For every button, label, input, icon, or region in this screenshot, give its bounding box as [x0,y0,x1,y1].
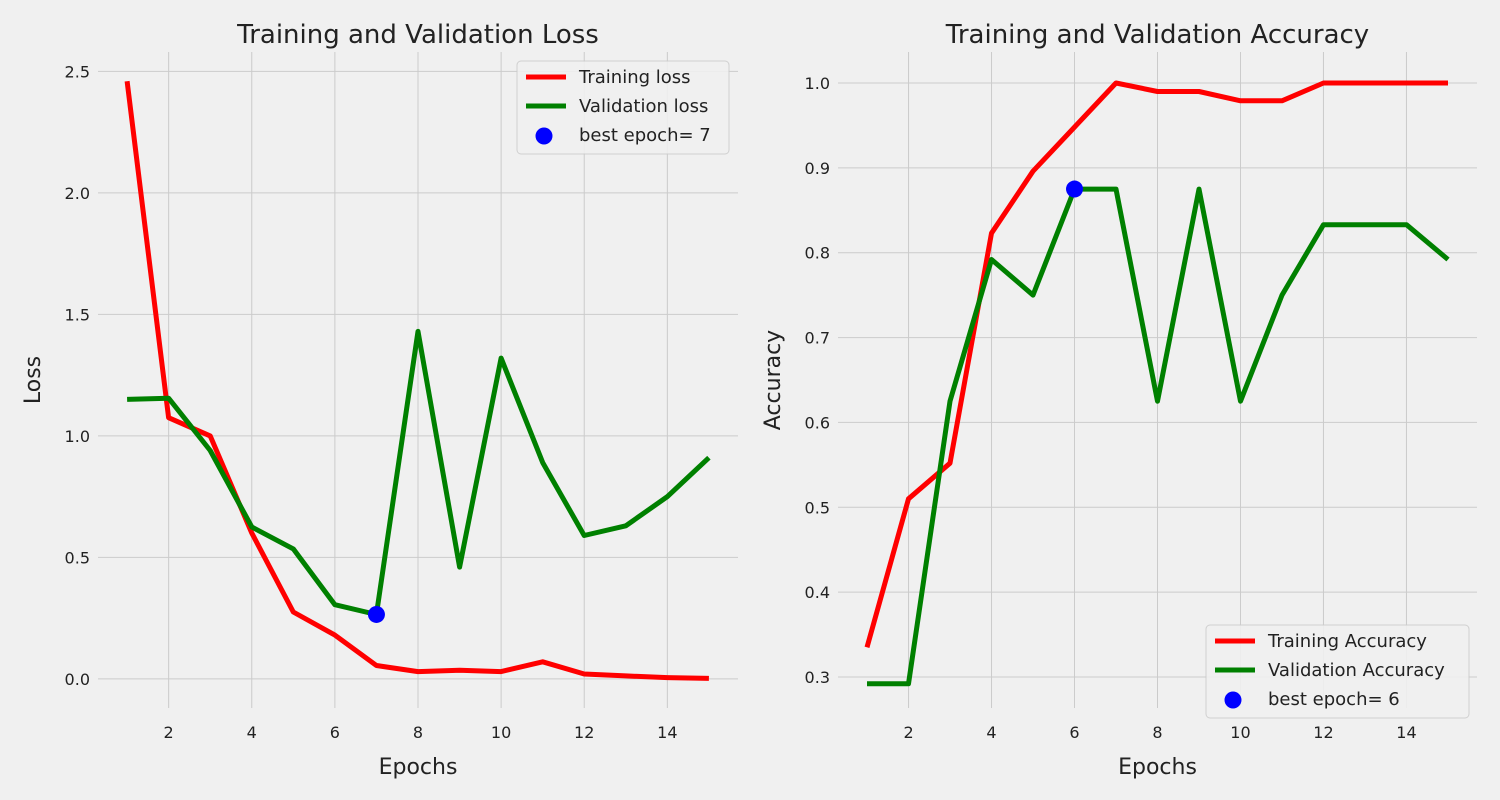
y-axis-label: Loss [21,356,46,404]
legend-best-label: best epoch= 7 [579,125,711,146]
x-axis-label: Epochs [1118,755,1197,780]
y-tick-label: 0.5 [805,498,830,517]
y-tick-label: 2.5 [65,62,90,81]
best-epoch-marker [1066,180,1084,198]
y-tick-label: 0.9 [805,159,830,178]
x-tick-label: 6 [1069,723,1079,742]
x-tick-label: 2 [903,723,913,742]
x-axis-label: Epochs [379,755,458,780]
y-tick-label: 0.6 [805,413,830,432]
y-tick-label: 0.7 [805,329,830,348]
legend-label-1: Training Accuracy [1267,631,1427,652]
x-tick-label: 2 [164,723,174,742]
chart-panel-2: 2 4 6 8 10 12 14 0.3 0.4 0.5 0.6 0.7 0.8 0.9 1.0 Traini… [761,20,1477,780]
y-tick-label: 0.8 [805,244,830,263]
x-tick-label: 12 [574,723,594,742]
legend: Training Accuracy Validation Accuracy best… [1205,624,1470,719]
legend-frame [1205,624,1470,719]
x-tick-label: 10 [1230,723,1250,742]
y-tick-label: 1.0 [805,74,830,93]
chart-title: Training and Validation Accuracy [945,20,1369,50]
legend-best-label: best epoch= 6 [1268,689,1400,710]
y-tick-label: 0.0 [65,670,90,689]
legend-label-2: Validation Accuracy [1268,660,1445,681]
x-tick-label: 4 [247,723,257,742]
y-tick-label: 1.0 [65,427,90,446]
series-line-1 [124,80,709,681]
y-tick-label: 0.5 [65,548,90,567]
x-tick-label: 8 [1152,723,1162,742]
legend-frame [516,60,730,155]
x-tick-label: 14 [657,723,677,742]
x-tick-label: 14 [1396,723,1416,742]
x-tick-label: 4 [986,723,996,742]
y-tick-label: 1.5 [65,305,90,324]
series-line-2 [867,186,1450,687]
best-epoch-marker [367,605,385,623]
legend: Training loss Validation loss best epoch= … [516,60,730,155]
y-tick-label: 0.4 [805,583,830,602]
y-axis-label: Accuracy [761,330,786,430]
series-line-1 [864,80,1448,648]
chart-title: Training and Validation Loss [236,20,599,50]
series-line-2 [127,328,711,617]
legend-best-marker [1224,691,1242,709]
x-tick-label: 12 [1313,723,1333,742]
y-tick-label: 2.0 [65,184,90,203]
x-tick-label: 10 [491,723,511,742]
legend-best-marker [535,127,553,145]
legend-label-1: Training loss [578,67,691,88]
x-tick-label: 6 [330,723,340,742]
x-tick-label: 8 [413,723,423,742]
legend-label-2: Validation loss [579,96,708,117]
y-tick-label: 0.3 [805,668,830,687]
chart-panel-1: 2 4 6 8 10 12 14 0.0 0.5 1.0 1.5 2.0 2.5 Training and… [21,20,738,780]
